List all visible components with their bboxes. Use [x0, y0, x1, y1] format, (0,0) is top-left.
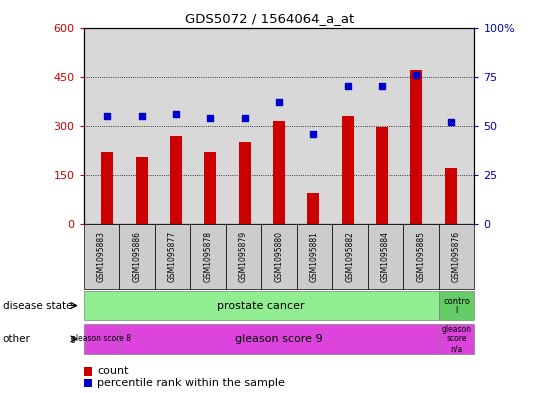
Point	[343, 83, 352, 90]
Text: gleason score 8: gleason score 8	[71, 334, 132, 343]
Bar	[307, 193, 319, 224]
Point	[275, 99, 284, 105]
Text: GSM1095884: GSM1095884	[381, 231, 390, 282]
Text: percentile rank within the sample: percentile rank within the sample	[97, 378, 285, 388]
Point	[309, 130, 317, 137]
Text: gleason score 9: gleason score 9	[235, 334, 323, 344]
Bar	[136, 157, 148, 224]
Bar	[170, 136, 182, 224]
Point	[412, 72, 420, 78]
Bar	[376, 127, 388, 224]
Text: GSM1095881: GSM1095881	[310, 231, 319, 282]
Text: GSM1095877: GSM1095877	[168, 231, 177, 282]
Text: GSM1095882: GSM1095882	[345, 231, 355, 282]
Bar	[204, 152, 216, 224]
Bar	[410, 70, 422, 224]
Text: GSM1095879: GSM1095879	[239, 231, 248, 282]
Text: gleason
score
n/a: gleason score n/a	[441, 325, 472, 353]
Bar	[273, 121, 285, 224]
Text: contro
l: contro l	[443, 297, 470, 314]
Point	[103, 113, 112, 119]
Text: GDS5072 / 1564064_a_at: GDS5072 / 1564064_a_at	[185, 12, 354, 25]
Text: GSM1095885: GSM1095885	[417, 231, 425, 282]
Text: other: other	[3, 334, 31, 344]
Bar	[445, 168, 457, 224]
Point	[240, 115, 249, 121]
Point	[137, 113, 146, 119]
Text: GSM1095886: GSM1095886	[133, 231, 141, 282]
Text: prostate cancer: prostate cancer	[217, 301, 305, 310]
Bar	[101, 152, 113, 224]
Point	[206, 115, 215, 121]
Text: GSM1095878: GSM1095878	[203, 231, 212, 282]
Text: count: count	[97, 366, 128, 376]
Point	[378, 83, 386, 90]
Bar	[239, 142, 251, 224]
Point	[446, 119, 455, 125]
Text: GSM1095876: GSM1095876	[452, 231, 461, 282]
Text: GSM1095880: GSM1095880	[274, 231, 284, 282]
Text: GSM1095883: GSM1095883	[97, 231, 106, 282]
Bar	[342, 116, 354, 224]
Text: disease state: disease state	[3, 301, 72, 310]
Point	[171, 111, 180, 117]
